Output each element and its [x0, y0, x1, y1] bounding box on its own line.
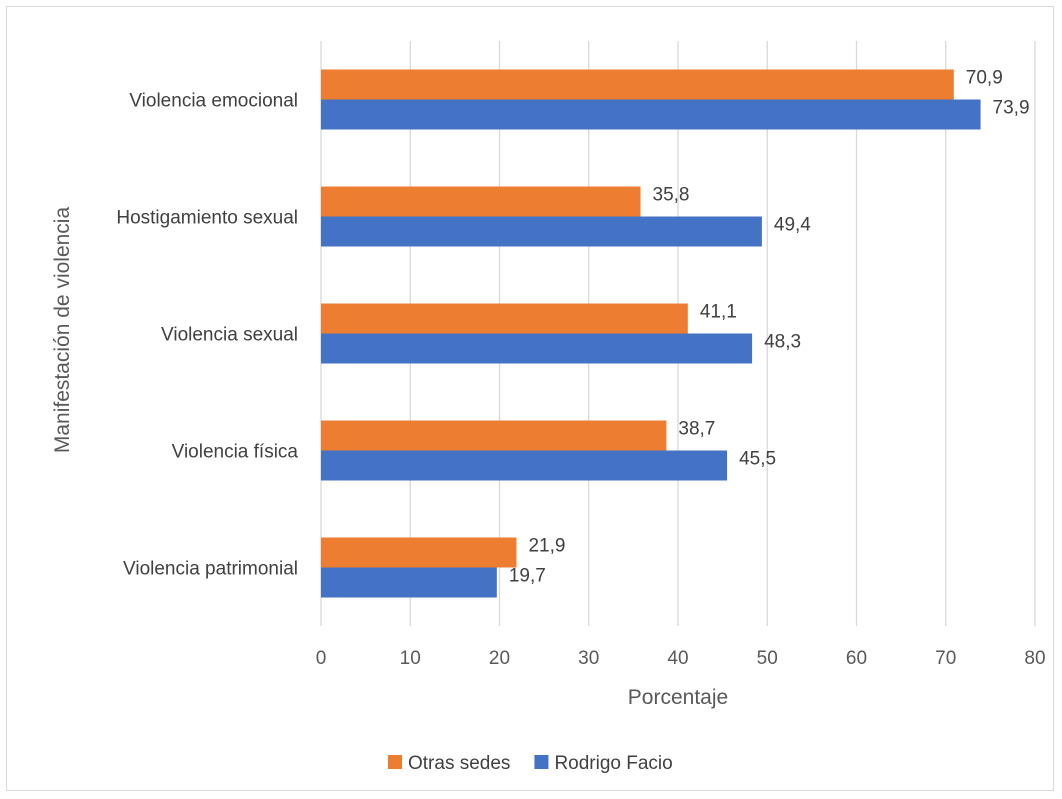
legend: Otras sedes Rodrigo Facio: [388, 753, 673, 774]
bar-otras-sedes: [321, 537, 517, 568]
legend-label: Rodrigo Facio: [554, 753, 672, 774]
bar-rodrigo-facio: [321, 99, 981, 130]
x-tick-label: 10: [400, 648, 421, 669]
x-tick-label: 0: [316, 648, 327, 669]
category-label: Hostigamiento sexual: [116, 208, 298, 229]
category-label: Violencia emocional: [129, 91, 298, 112]
legend-label: Otras sedes: [408, 753, 510, 774]
category-label: Violencia patrimonial: [123, 559, 298, 580]
data-label: 70,9: [966, 68, 1003, 89]
bars: [321, 69, 981, 598]
bar-otras-sedes: [321, 420, 667, 451]
x-tick-labels: 0 10 20 30 40 50 60 70 80: [316, 648, 1046, 669]
bar-otras-sedes: [321, 186, 641, 217]
data-label: 38,7: [678, 419, 715, 440]
x-tick-label: 80: [1024, 648, 1045, 669]
bar-otras-sedes: [321, 303, 688, 334]
data-label: 45,5: [739, 449, 776, 470]
data-labels: 70,9 73,9 35,8 49,4 41,1 48,3 38,7 45,5 21,9 19,7: [509, 68, 1030, 587]
bar-otras-sedes: [321, 69, 954, 100]
x-axis-title: Porcentaje: [628, 686, 728, 709]
category-label: Violencia física: [172, 442, 299, 463]
bar-rodrigo-facio: [321, 333, 753, 364]
category-labels: Violencia emocional Hostigamiento sexual V…: [116, 91, 298, 580]
bar-rodrigo-facio: [321, 567, 497, 598]
x-tick-label: 20: [489, 648, 510, 669]
x-tick-label: 30: [578, 648, 599, 669]
data-label: 41,1: [700, 302, 737, 323]
legend-swatch: [534, 755, 549, 769]
grid-lines: [320, 41, 1036, 626]
data-label: 19,7: [509, 566, 546, 587]
y-axis-title: Manifestación de violencia: [51, 207, 74, 454]
bar-rodrigo-facio: [321, 216, 762, 247]
chart-frame: [6, 6, 1054, 791]
data-label: 21,9: [528, 536, 565, 557]
data-label: 48,3: [764, 332, 801, 353]
bar-rodrigo-facio: [321, 450, 728, 481]
data-label: 73,9: [993, 98, 1030, 119]
x-tick-label: 60: [846, 648, 867, 669]
data-label: 49,4: [774, 215, 811, 236]
legend-swatch: [388, 755, 402, 769]
x-tick-label: 40: [667, 648, 688, 669]
data-label: 35,8: [653, 185, 690, 206]
x-tick-label: 50: [757, 648, 778, 669]
category-label: Violencia sexual: [161, 325, 298, 346]
x-tick-label: 70: [935, 648, 956, 669]
